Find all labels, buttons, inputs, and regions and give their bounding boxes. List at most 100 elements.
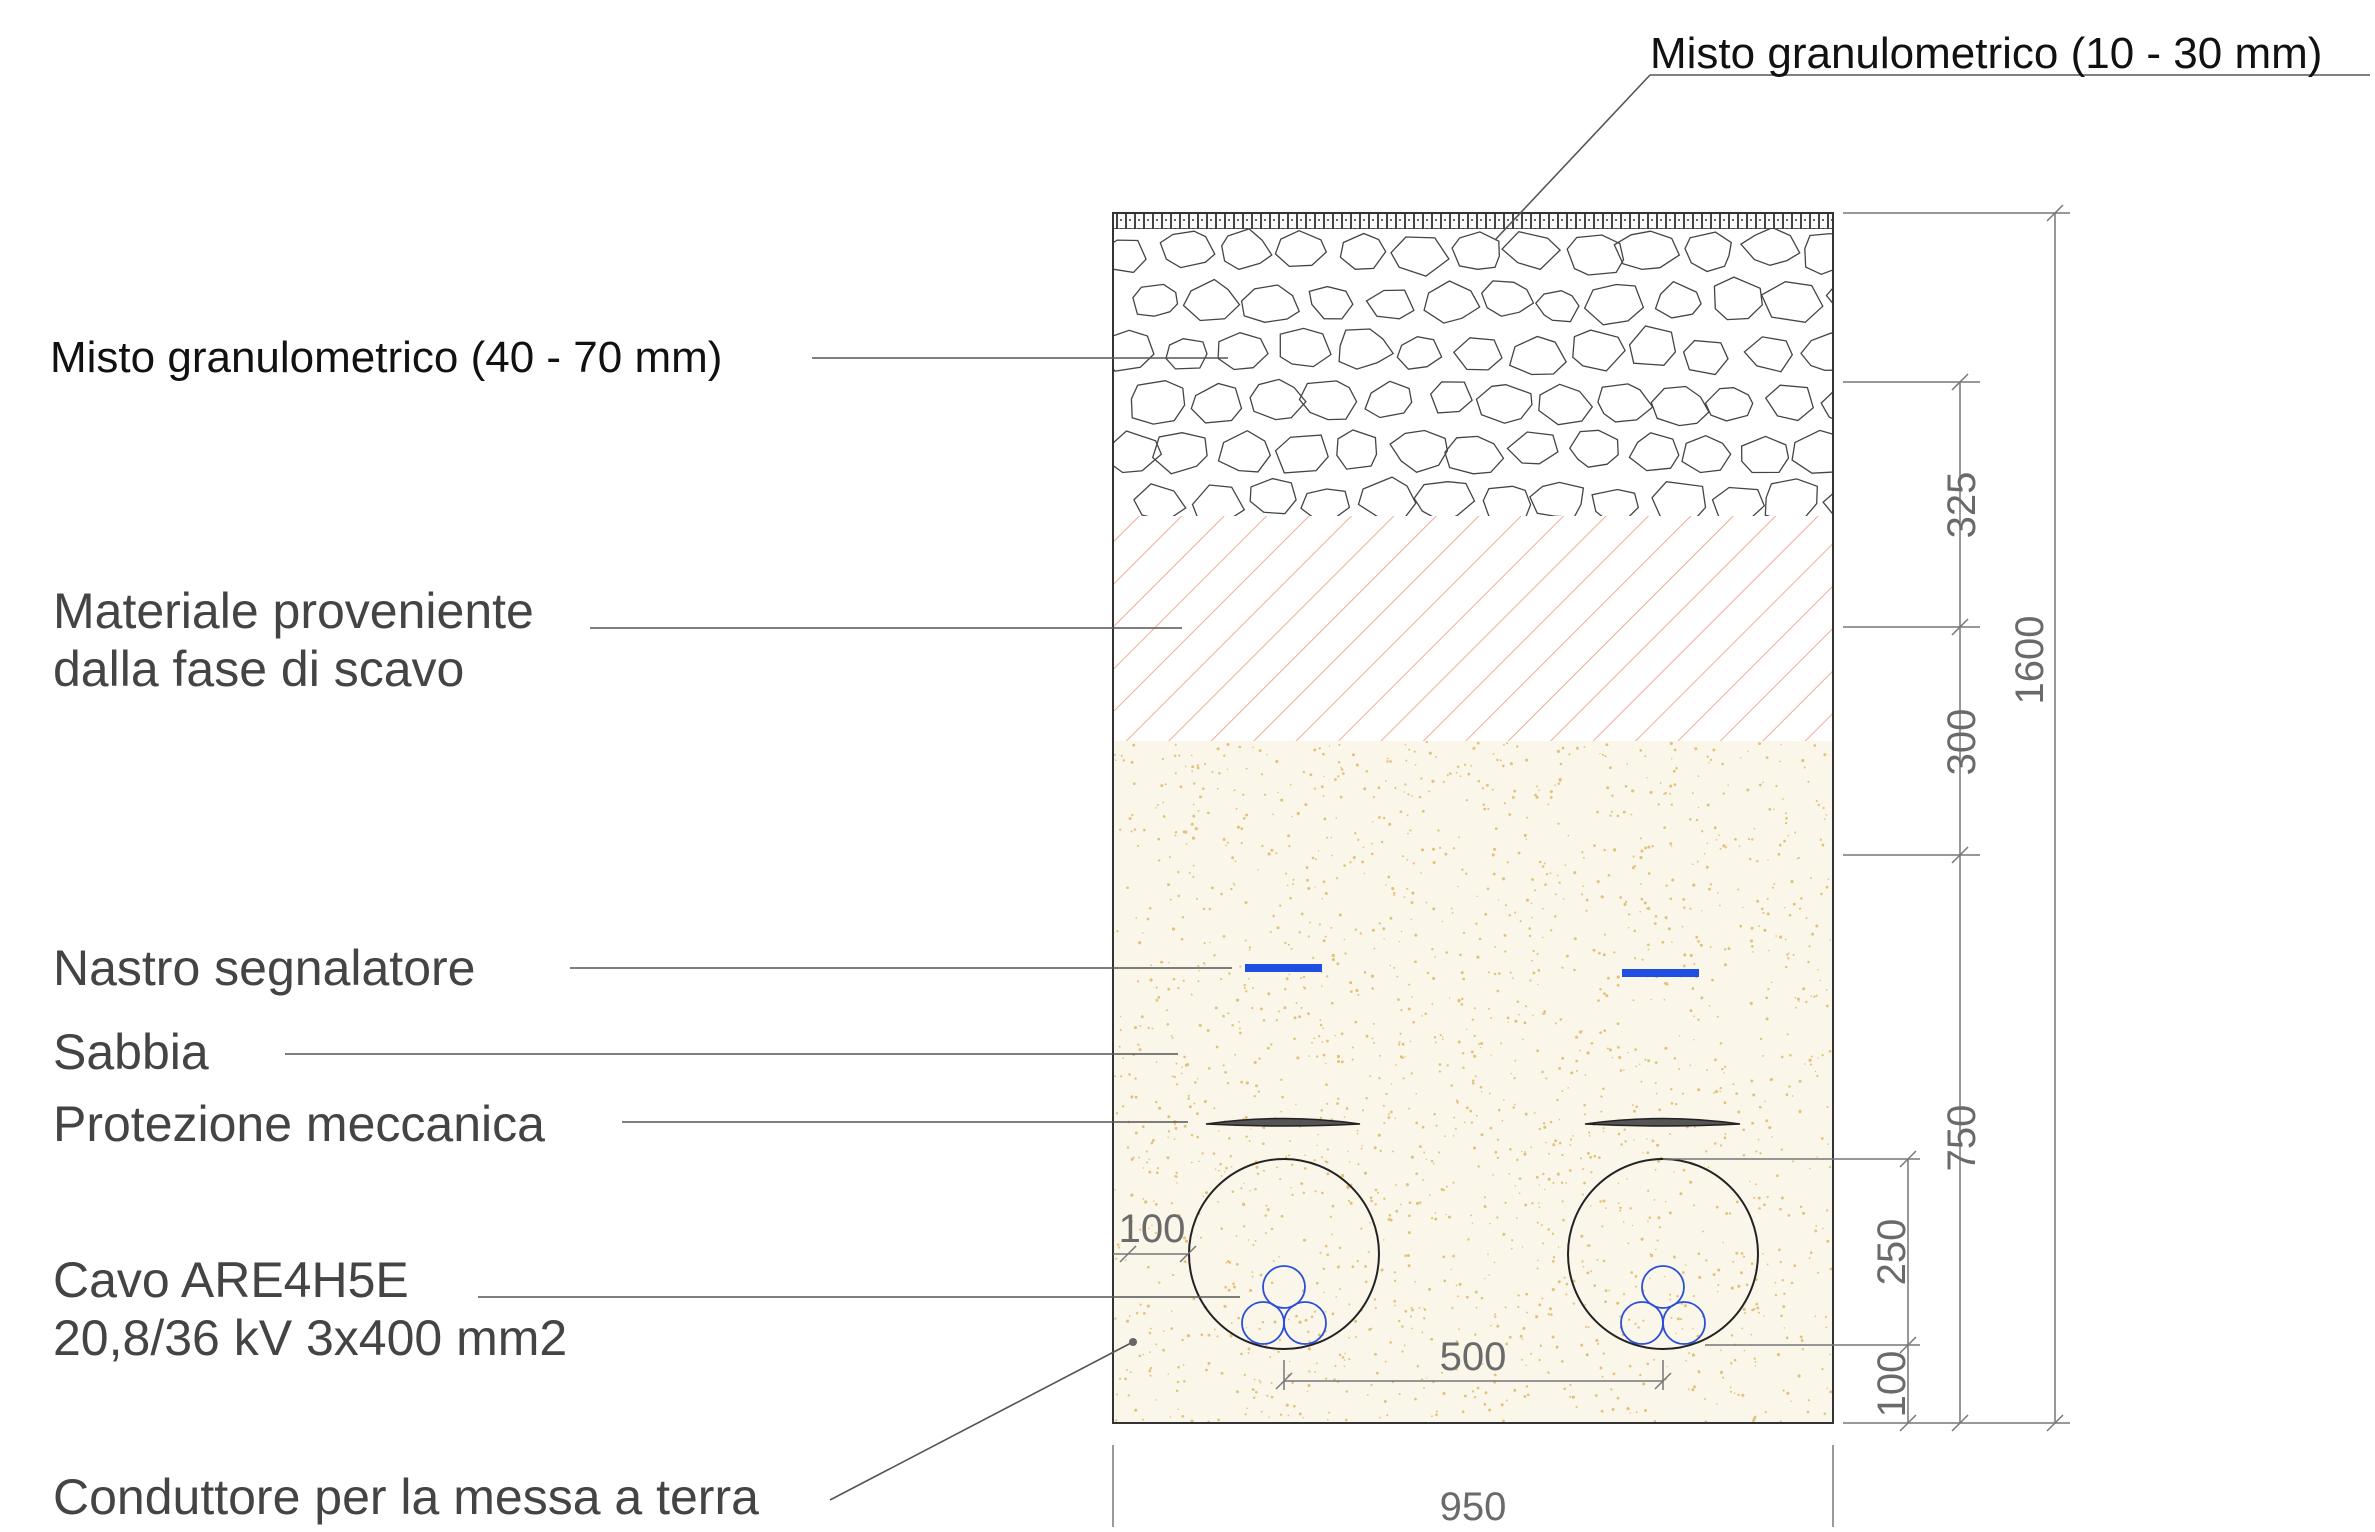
sand-grain [1176,1380,1180,1384]
sand-grain [1753,1415,1757,1419]
sand-grain [1808,1058,1812,1062]
sand-grain [1624,900,1628,903]
sand-grain [1247,977,1250,980]
gravel-stone [1804,232,1833,276]
sand-grain [1409,1040,1412,1042]
gravel-stone [1159,230,1216,269]
sand-grain [1683,953,1687,957]
sand-grain [1369,1075,1372,1078]
sand-grain [1287,834,1291,838]
sand-grain [1248,949,1251,951]
sand-grain [1487,807,1490,811]
sand-grain [1502,743,1505,746]
sand-grain [1447,1344,1450,1346]
sand-grain [1773,883,1776,885]
sand-grain [1586,1151,1590,1155]
sand-grain [1361,1109,1365,1112]
gravel-stone [1390,236,1450,277]
sand-grain [1547,1177,1551,1181]
sand-grain [1166,1156,1170,1160]
sand-grain [1775,785,1778,788]
sand-grain [1776,1353,1781,1357]
sand-grain [1232,1282,1235,1285]
sand-grain [1272,813,1274,816]
sand-grain [1193,782,1196,785]
sand-grain [1780,1196,1784,1200]
sand-grain [1759,1152,1762,1155]
sand-grain [1370,1199,1373,1203]
sand-grain [1410,1306,1413,1309]
sand-grain [1752,1419,1755,1423]
sand-grain [1334,1364,1337,1367]
sand-grain [1608,766,1612,770]
gravel-stone [1274,229,1328,268]
sand-grain [1558,881,1561,884]
sand-grain [1784,906,1786,909]
sand-grain [1756,899,1760,903]
sand-grain [1599,1031,1602,1035]
sand-grain [1440,1188,1444,1191]
sand-grain [1224,1285,1227,1289]
sand-grain [1689,818,1692,821]
sand-grain [1482,803,1486,806]
sand-grain [1225,1166,1228,1170]
sand-grain [1783,839,1786,843]
sand-grain [1605,1207,1607,1210]
sand-grain [1287,943,1290,946]
sand-grain [1400,1009,1403,1012]
sand-grain [1817,803,1821,807]
sand-grain [1826,1106,1829,1108]
sand-grain [1149,978,1153,982]
sand-grain [1682,897,1686,901]
sand-grain [1335,877,1338,880]
sand-grain [1442,1036,1444,1038]
sand-grain [1622,810,1626,814]
sand-grain [1457,885,1459,888]
sand-grain [1463,1394,1467,1398]
sand-grain [1733,1358,1737,1362]
sand-grain [1732,1083,1735,1086]
sand-grain [1516,1000,1520,1003]
sand-grain [1517,1305,1520,1308]
sand-grain [1741,906,1744,909]
sand-grain [1752,1093,1756,1097]
sand-grain [1604,755,1607,758]
sand-grain [1737,1284,1741,1288]
gravel-stone [1538,383,1594,426]
sand-grain [1114,1189,1117,1191]
sand-grain [1538,1127,1541,1131]
sand-grain [1768,1126,1772,1130]
sand-grain [1475,922,1478,925]
sand-grain [1203,942,1206,945]
sand-grain [1296,1056,1300,1060]
sand-grain [1811,932,1815,936]
sand-grain [1461,1052,1465,1055]
gravel-stone [1217,429,1272,473]
sand-grain [1531,878,1535,881]
sand-grain [1455,1284,1458,1287]
sand-grain [1821,1053,1824,1057]
sand-grain [1509,1147,1512,1151]
sand-grain [1191,770,1193,773]
sand-grain [1642,1382,1646,1386]
sand-grain [1525,1385,1529,1388]
sand-grain [1183,1124,1187,1128]
sand-grain [1275,759,1279,764]
sand-grain [1232,1285,1237,1289]
sand-grain [1391,1150,1394,1153]
sand-grain [1285,872,1288,875]
sand-grain [1698,1275,1702,1279]
sand-grain [1173,1138,1176,1140]
sand-grain [1468,1344,1472,1348]
sand-grain [1550,929,1553,932]
sand-grain [1209,941,1211,944]
sand-grain [1706,755,1709,758]
sand-grain [1716,892,1719,894]
sand-grain [1119,828,1122,831]
sand-grain [1196,1112,1199,1116]
sand-grain [1255,1084,1258,1088]
sand-grain [1532,949,1535,953]
sand-grain [1649,1277,1651,1280]
sand-grain [1597,999,1600,1002]
gravel-stone [1451,231,1500,270]
